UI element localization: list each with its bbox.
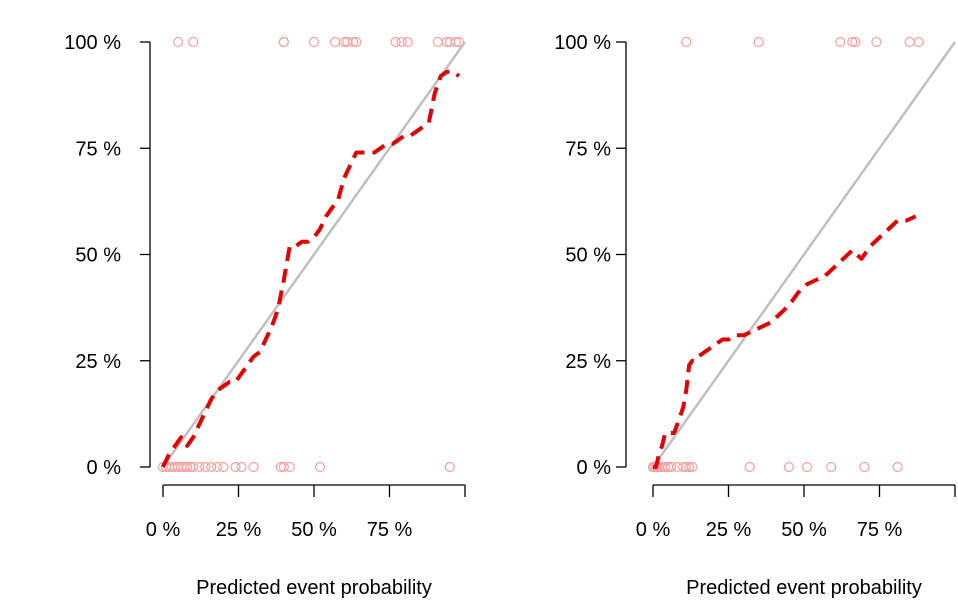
scatter-point	[835, 36, 846, 48]
scatter-point	[330, 36, 341, 48]
scatter-point	[182, 461, 193, 473]
reference-line	[651, 41, 957, 468]
x-tick-label: 75 %	[857, 519, 903, 541]
y-tick-label: 0 %	[577, 457, 612, 479]
scatter-point	[913, 36, 924, 48]
y-tick-label: 75 %	[565, 138, 611, 160]
scatter-point	[351, 36, 362, 48]
scatter-point	[173, 36, 184, 48]
scatter-point	[904, 36, 915, 48]
x-tick-label: 0 %	[146, 519, 181, 541]
y-tick-label: 50 %	[565, 245, 611, 267]
scatter-point	[212, 461, 223, 473]
x-tick-label: 50 %	[781, 519, 827, 541]
scatter-point	[396, 36, 407, 48]
scatter-point	[278, 36, 289, 48]
y-tick-label: 25 %	[565, 351, 611, 373]
scatter-point	[200, 461, 211, 473]
x-tick-label: 50 %	[291, 519, 337, 541]
scatter-point	[348, 36, 359, 48]
scatter-point	[206, 461, 217, 473]
scatter-point	[278, 461, 289, 473]
scatter-point	[188, 461, 199, 473]
scatter-point	[450, 36, 462, 48]
scatter-point	[847, 36, 858, 48]
scatter-point	[444, 461, 455, 473]
scatter-point	[390, 36, 401, 48]
x-axis-title: Predicted event probability	[196, 577, 432, 599]
y-tick-label: 50 %	[75, 245, 121, 267]
scatter-point	[248, 461, 259, 473]
calibration-curve	[161, 69, 461, 468]
calibration-curve	[653, 214, 917, 469]
scatter-point	[871, 36, 882, 48]
scatter-point	[666, 461, 677, 473]
x-axis-title: Predicted event probability	[686, 577, 922, 599]
scatter-point	[850, 36, 861, 48]
y-tick-label: 75 %	[75, 138, 121, 160]
scatter-point	[432, 36, 443, 48]
scatter-point	[453, 36, 465, 48]
scatter-point	[402, 36, 413, 48]
y-tick-label: 25 %	[75, 351, 121, 373]
y-tick-label: 100 %	[554, 32, 611, 54]
scatter-point	[783, 461, 795, 473]
scatter-point	[681, 461, 692, 473]
y-tick-label: 0 %	[87, 457, 122, 479]
scatter-point	[308, 36, 320, 48]
scatter-point	[744, 461, 755, 473]
scatter-point	[687, 461, 698, 473]
scatter-point	[681, 36, 692, 48]
x-tick-label: 25 %	[216, 519, 262, 541]
scatter-point	[230, 461, 241, 473]
scatter-point	[218, 461, 229, 473]
chart-panel-2: 0 % 25 % 50 % 75 % 100 % 0 % 25 % 50 % 75 % Predi…	[554, 32, 957, 599]
scatter-point	[194, 461, 205, 473]
scatter-point	[892, 461, 903, 473]
scatter-point	[684, 461, 695, 473]
scatter-point	[314, 461, 326, 473]
x-tick-label: 0 %	[636, 519, 671, 541]
scatter-point	[236, 461, 247, 473]
scatter-point	[753, 36, 764, 48]
x-tick-label: 25 %	[706, 519, 752, 541]
scatter-point	[659, 461, 671, 473]
y-tick-label: 100 %	[64, 32, 121, 54]
chart-panel-1: 0 % 25 % 50 % 75 % 100 % 0 % 25 % 50 % 75 % Predi…	[64, 32, 467, 599]
scatter-point	[859, 461, 870, 473]
scatter-point	[826, 461, 837, 473]
scatter-point	[801, 461, 813, 473]
x-tick-label: 75 %	[367, 519, 413, 541]
scatter-point	[188, 36, 199, 48]
scatter-point	[284, 461, 295, 473]
